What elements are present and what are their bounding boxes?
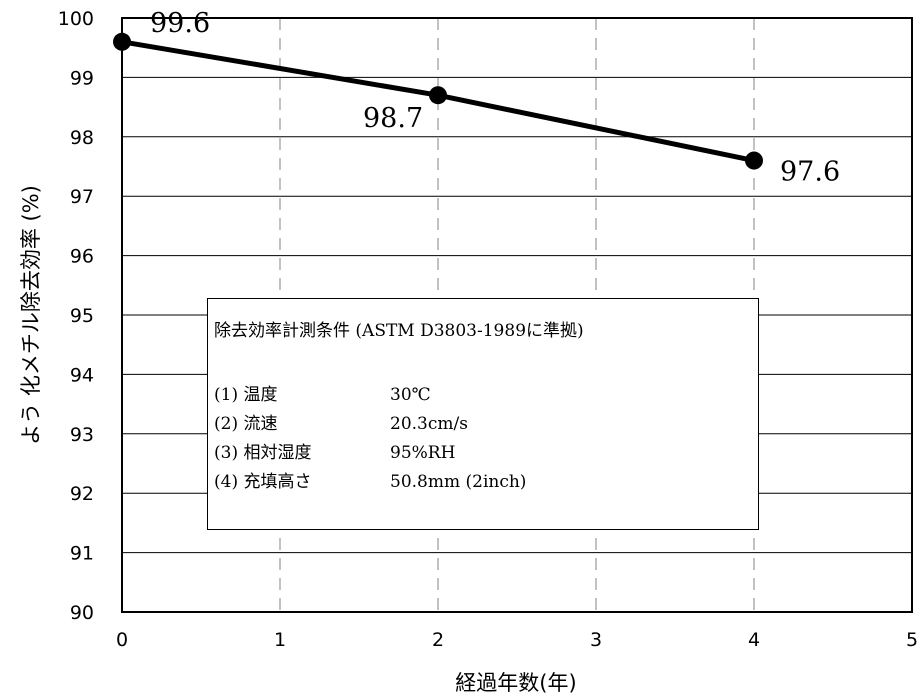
x-axis-title: 経過年数(年): [455, 671, 576, 695]
y-tick-label: 97: [70, 186, 94, 208]
data-label: 97.6: [780, 157, 840, 188]
y-tick-label: 92: [70, 483, 94, 505]
condition-row: (2) 流速 20.3cm/s: [214, 409, 468, 434]
condition-key: (2) 流速: [214, 414, 278, 434]
data-label: 98.7: [363, 103, 423, 134]
series-layer: [113, 32, 763, 170]
x-tick-label: 0: [116, 629, 128, 651]
condition-row: (3) 相対湿度 95%RH: [214, 438, 456, 463]
condition-key: (4) 充填高さ: [214, 472, 312, 492]
data-label: 99.6: [150, 8, 210, 39]
y-tick-label: 95: [70, 305, 94, 327]
conditions-title: 除去効率計測条件 (ASTM D3803-1989に準拠): [214, 321, 584, 341]
data-point: [113, 32, 131, 51]
y-tick-label: 94: [70, 364, 94, 386]
measurement-conditions-box: [207, 298, 759, 530]
x-tick-label: 1: [274, 629, 286, 651]
condition-value: 20.3cm/s: [390, 414, 468, 434]
condition-row: (1) 温度 30℃: [214, 380, 431, 405]
y-tick-label: 99: [70, 67, 94, 89]
condition-value: 30℃: [390, 385, 431, 405]
y-axis-ticks: 90 91 92 93 94 95 96 97 98 99 100: [58, 8, 94, 624]
y-tick-label: 96: [70, 246, 94, 268]
data-labels: 99.6 98.7 97.6: [150, 8, 840, 188]
x-tick-label: 4: [748, 629, 760, 651]
plot-area-frame: [121, 17, 913, 613]
x-tick-label: 3: [590, 629, 602, 651]
data-point: [745, 151, 763, 170]
y-tick-label: 90: [70, 602, 94, 624]
y-tick-label: 91: [70, 543, 94, 565]
y-tick-label: 98: [70, 127, 94, 149]
x-tick-label: 5: [906, 629, 918, 651]
condition-key: (3) 相対湿度: [214, 443, 312, 463]
condition-row: (4) 充填高さ 50.8mm (2inch): [214, 467, 527, 492]
data-point: [429, 86, 447, 105]
y-tick-label: 93: [70, 424, 94, 446]
condition-value: 50.8mm (2inch): [390, 472, 527, 492]
condition-value: 95%RH: [390, 443, 456, 463]
y-tick-label: 100: [58, 8, 94, 30]
condition-key: (1) 温度: [214, 385, 278, 405]
y-axis-title: よう 化メチル除去効率 (%): [19, 185, 43, 445]
x-axis-ticks: 0 1 2 3 4 5: [116, 629, 918, 651]
x-tick-label: 2: [432, 629, 444, 651]
